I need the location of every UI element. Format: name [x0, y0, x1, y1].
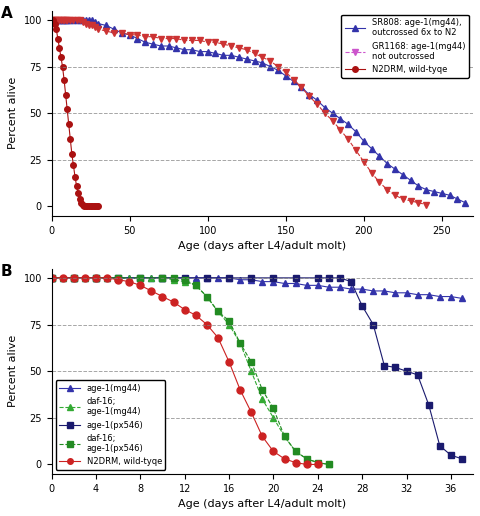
- Legend: age-1(mg44), daf-16;
age-1(mg44), age-1(px546), daf-16;
age-1(px546), N2DRM, wil: age-1(mg44), daf-16; age-1(mg44), age-1(…: [56, 380, 165, 470]
- X-axis label: Age (days after L4/adult molt): Age (days after L4/adult molt): [178, 499, 347, 509]
- Text: B: B: [1, 265, 12, 280]
- Y-axis label: Percent alive: Percent alive: [8, 77, 18, 149]
- Y-axis label: Percent alive: Percent alive: [8, 335, 18, 407]
- X-axis label: Age (days after L4/adult molt): Age (days after L4/adult molt): [178, 241, 347, 251]
- Legend: SR808: age-1(mg44),
outcrossed 6x to N2, GR1168: age-1(mg44)
not outcrossed, N2D: SR808: age-1(mg44), outcrossed 6x to N2,…: [341, 15, 469, 77]
- Text: A: A: [1, 7, 13, 22]
